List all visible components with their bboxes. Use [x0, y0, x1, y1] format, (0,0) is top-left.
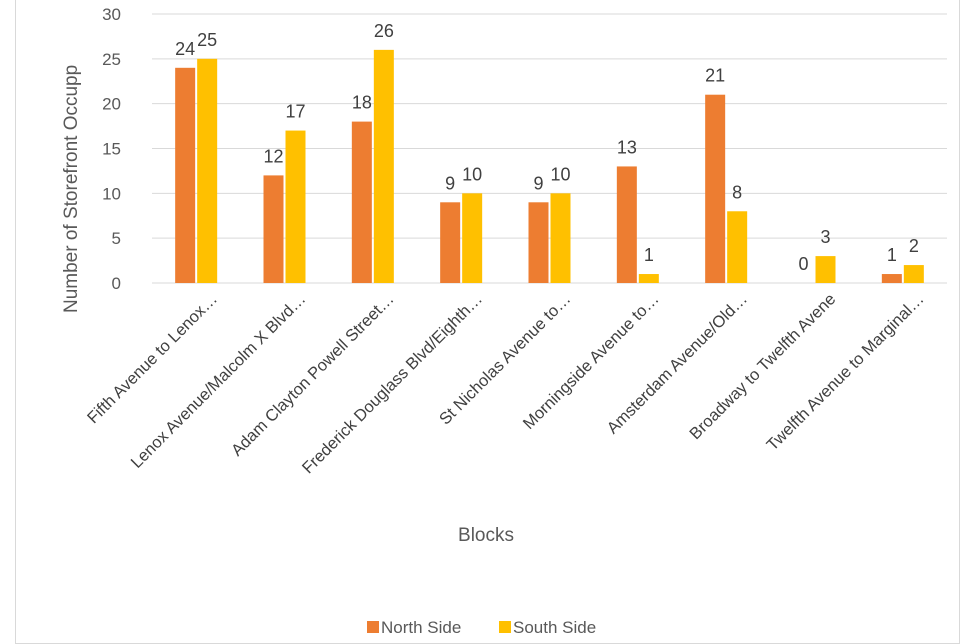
y-axis-title: Number of Storefront Occupp: [61, 65, 82, 313]
bar-north: [440, 202, 461, 283]
category-label: Adam Clayton Powell Street…: [228, 290, 398, 460]
bar-north: [175, 67, 196, 283]
legend-swatch-south: [499, 621, 511, 633]
bar-south: [197, 58, 218, 284]
bar-south: [727, 211, 748, 283]
data-label: 1: [644, 245, 654, 265]
data-label: 12: [263, 146, 283, 166]
data-label: 10: [462, 164, 482, 184]
bar-north: [528, 202, 549, 283]
y-tick-label: 0: [112, 274, 121, 293]
category-label: Twelfth Avenue to Marginal…: [763, 290, 927, 454]
legend-label: North Side: [381, 618, 461, 637]
data-label: 2: [909, 236, 919, 256]
y-tick-label: 20: [102, 95, 121, 114]
legend-label: South Side: [513, 618, 596, 637]
data-label: 0: [798, 254, 808, 274]
bars: [175, 49, 924, 284]
category-label: Frederick Douglass Blvd/Eighth…: [299, 290, 486, 477]
data-label: 10: [550, 164, 570, 184]
bar-south: [373, 49, 394, 283]
bar-north: [705, 94, 726, 283]
bar-south: [903, 265, 924, 283]
legend-swatch-north: [367, 621, 379, 633]
data-label: 9: [445, 173, 455, 193]
legend: North Side South Side: [367, 618, 596, 637]
data-label: 25: [197, 30, 217, 50]
data-label: 18: [352, 93, 372, 113]
y-tick-label: 10: [102, 184, 121, 203]
data-label: 26: [374, 21, 394, 41]
category-label: Broadway to Twelfth Avene: [686, 290, 839, 443]
category-label: Lenox Avenue/Malcolm X Blvd…: [128, 290, 310, 472]
bar-south: [638, 274, 659, 283]
data-label: 21: [705, 66, 725, 86]
y-tick-label: 30: [102, 5, 121, 24]
bar-north: [263, 175, 284, 283]
bar-south: [550, 193, 571, 283]
data-label: 8: [732, 182, 742, 202]
bar-south: [462, 193, 483, 283]
bar-north: [616, 166, 637, 283]
gridlines: [152, 13, 947, 284]
bar-south: [285, 130, 306, 283]
y-tick-label: 25: [102, 50, 121, 69]
y-tick-label: 5: [112, 229, 121, 248]
data-label: 1: [887, 245, 897, 265]
data-label: 3: [820, 227, 830, 247]
data-label: 9: [533, 173, 543, 193]
bar-south: [815, 256, 836, 283]
x-axis-title: Blocks: [458, 525, 514, 546]
bar-north: [881, 274, 902, 283]
y-tick-label: 15: [102, 140, 121, 159]
data-label: 17: [285, 102, 305, 122]
y-tick-labels: 0 5 10 15 20 25 30: [102, 5, 121, 293]
data-label: 13: [617, 137, 637, 157]
category-labels: Fifth Avenue to Lenox…Lenox Avenue/Malco…: [84, 290, 928, 477]
bar-north: [351, 121, 372, 283]
data-label: 24: [175, 39, 195, 59]
category-label: Amsterdam Avenue/Old…: [604, 290, 751, 437]
